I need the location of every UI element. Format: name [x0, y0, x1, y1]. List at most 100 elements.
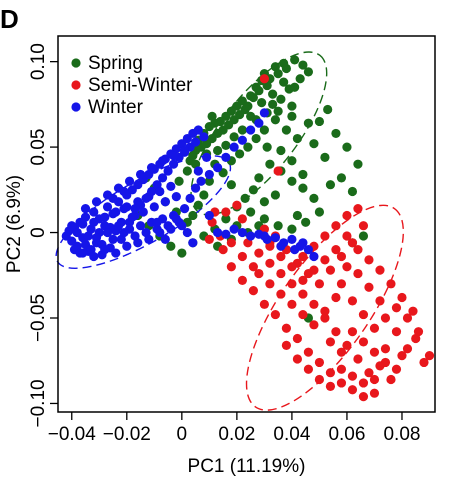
point-winter	[270, 233, 280, 243]
point-spring	[259, 197, 269, 207]
point-semi-winter	[303, 347, 314, 357]
point-semi-winter	[336, 378, 347, 388]
point-winter	[185, 193, 195, 203]
point-winter	[157, 173, 168, 183]
point-semi-winter	[347, 385, 358, 395]
x-tick-label: 0.02	[218, 424, 255, 445]
y-tick-label: 0	[28, 227, 49, 238]
point-winter	[193, 166, 203, 176]
point-semi-winter	[226, 238, 236, 248]
point-semi-winter	[331, 292, 341, 303]
point-semi-winter	[292, 333, 303, 344]
point-winter	[213, 227, 223, 238]
point-winter	[144, 192, 154, 202]
x-tick-label: −0.04	[48, 424, 97, 445]
point-winter	[188, 238, 198, 248]
point-winter	[221, 152, 231, 162]
point-semi-winter	[281, 340, 292, 350]
point-semi-winter	[303, 364, 314, 374]
point-semi-winter	[336, 279, 347, 289]
point-spring	[298, 60, 308, 70]
point-semi-winter	[298, 309, 308, 320]
point-winter	[78, 248, 88, 258]
axis-layer: −0.04 −0.02 0 0.02 0.04 0.06 0.08 −0.10 −0.05 0 0.…	[28, 43, 420, 445]
point-spring	[331, 128, 341, 139]
point-semi-winter	[314, 374, 325, 385]
point-semi-winter	[358, 337, 369, 347]
point-spring	[325, 180, 336, 190]
point-semi-winter	[364, 255, 374, 265]
point-semi-winter	[276, 251, 286, 262]
point-semi-winter	[204, 234, 214, 244]
point-semi-winter	[309, 265, 319, 275]
point-winter	[102, 202, 113, 212]
point-spring	[309, 193, 319, 203]
point-spring	[259, 125, 269, 135]
point-spring	[199, 190, 209, 200]
point-winter	[155, 186, 165, 197]
point-winter	[67, 221, 77, 231]
y-tick-label: −0.10	[28, 379, 49, 427]
point-semi-winter	[325, 381, 336, 391]
point-semi-winter	[325, 265, 336, 275]
point-winter	[89, 251, 99, 262]
point-semi-winter	[331, 221, 341, 231]
point-winter	[144, 234, 154, 244]
point-spring	[268, 89, 278, 99]
point-spring	[193, 200, 203, 210]
point-spring	[235, 149, 245, 159]
plot-frame	[57, 35, 436, 413]
point-semi-winter	[325, 337, 336, 347]
x-tick-label: 0.04	[273, 424, 310, 445]
point-semi-winter	[248, 286, 258, 296]
point-spring	[221, 214, 231, 224]
point-semi-winter	[276, 289, 286, 299]
x-tick-label: 0	[177, 424, 188, 445]
point-spring	[303, 118, 314, 128]
point-spring	[323, 104, 333, 115]
point-semi-winter	[342, 231, 352, 241]
point-semi-winter	[347, 371, 358, 381]
point-spring	[270, 190, 280, 200]
point-semi-winter	[353, 354, 363, 364]
point-winter	[221, 229, 231, 239]
point-semi-winter	[331, 245, 341, 255]
point-winter	[102, 227, 113, 238]
point-semi-winter	[232, 200, 242, 210]
point-winter	[171, 192, 181, 202]
point-semi-winter	[237, 275, 247, 285]
point-spring	[353, 159, 363, 169]
point-winter	[80, 204, 91, 214]
point-semi-winter	[369, 388, 380, 398]
point-winter	[179, 145, 190, 156]
point-semi-winter	[237, 251, 247, 262]
point-spring	[265, 159, 275, 169]
point-semi-winter	[397, 292, 407, 303]
point-winter	[229, 224, 239, 234]
point-semi-winter	[259, 299, 269, 309]
point-spring	[204, 121, 214, 132]
y-tick-label: −0.05	[28, 294, 49, 342]
point-spring	[207, 111, 217, 121]
point-spring	[248, 185, 258, 195]
point-spring	[237, 125, 247, 135]
point-spring	[314, 207, 325, 217]
point-semi-winter	[380, 313, 391, 323]
point-winter	[166, 224, 176, 234]
point-spring	[287, 176, 297, 186]
point-semi-winter	[375, 265, 385, 275]
point-spring	[182, 166, 192, 176]
point-semi-winter	[320, 306, 330, 316]
point-spring	[251, 133, 261, 144]
point-semi-winter	[408, 306, 418, 316]
point-spring	[342, 142, 352, 152]
point-spring	[243, 101, 253, 111]
point-winter	[201, 152, 212, 162]
point-spring	[246, 111, 256, 121]
point-winter	[135, 169, 146, 180]
point-semi-winter	[254, 268, 264, 279]
point-semi-winter	[358, 392, 369, 402]
point-semi-winter	[364, 368, 374, 378]
point-spring	[188, 210, 198, 221]
